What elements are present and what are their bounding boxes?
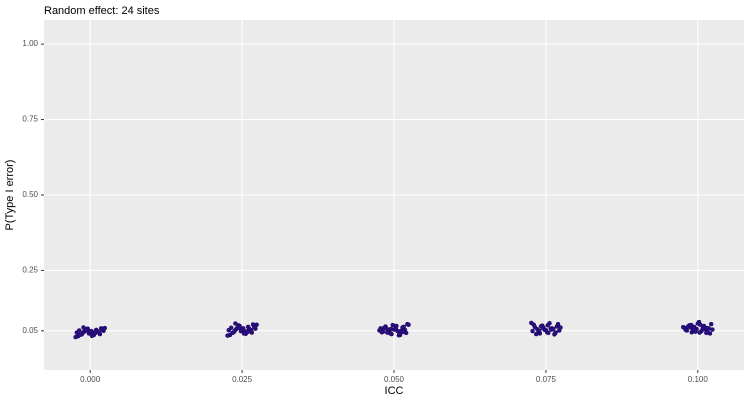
point — [558, 325, 563, 330]
chart-title: Random effect: 24 sites — [44, 5, 160, 17]
point — [388, 326, 394, 332]
point — [254, 322, 259, 327]
point — [708, 321, 714, 327]
point — [704, 325, 710, 331]
point — [385, 330, 390, 335]
point — [245, 329, 250, 335]
point — [543, 327, 549, 333]
y-tick-label: 0.05 — [22, 326, 38, 335]
point — [382, 325, 387, 331]
point — [680, 324, 686, 330]
point — [76, 328, 82, 333]
y-tick-label: 0.50 — [22, 190, 38, 199]
point — [533, 331, 539, 337]
point — [540, 325, 546, 331]
point — [692, 327, 698, 333]
x-tick-label: 0.025 — [232, 375, 253, 384]
point — [400, 329, 406, 335]
point — [239, 327, 245, 332]
y-tick-label: 0.75 — [22, 115, 38, 124]
point — [97, 330, 102, 335]
point — [701, 324, 706, 329]
point — [225, 333, 230, 338]
point — [84, 328, 90, 334]
y-axis-label: P(Type I error) — [4, 160, 16, 231]
point — [536, 328, 542, 334]
point — [697, 330, 702, 335]
x-tick-label: 0.000 — [80, 375, 101, 384]
point — [397, 331, 402, 337]
point — [228, 325, 234, 331]
point — [89, 333, 95, 339]
point — [78, 332, 83, 337]
point — [406, 322, 411, 327]
x-tick-label: 0.050 — [384, 375, 405, 384]
point — [230, 330, 235, 336]
point — [545, 323, 550, 328]
point — [81, 325, 86, 330]
point — [530, 328, 535, 334]
point — [102, 325, 108, 331]
y-tick-label: 1.00 — [22, 39, 38, 48]
point — [73, 334, 78, 340]
point — [233, 321, 238, 326]
point — [93, 329, 98, 334]
point — [555, 321, 561, 327]
point — [688, 322, 694, 328]
point — [401, 324, 406, 330]
point — [377, 328, 382, 333]
point — [695, 321, 701, 326]
y-tick-label: 0.25 — [22, 266, 38, 275]
point — [710, 327, 715, 332]
point — [390, 322, 396, 328]
x-axis-label: ICC — [385, 385, 404, 397]
point — [529, 320, 534, 326]
point — [393, 325, 399, 331]
point — [236, 325, 242, 330]
point — [705, 329, 710, 335]
point — [549, 327, 554, 332]
point — [552, 330, 558, 336]
x-tick-label: 0.100 — [688, 375, 709, 384]
x-tick-label: 0.075 — [536, 375, 557, 384]
